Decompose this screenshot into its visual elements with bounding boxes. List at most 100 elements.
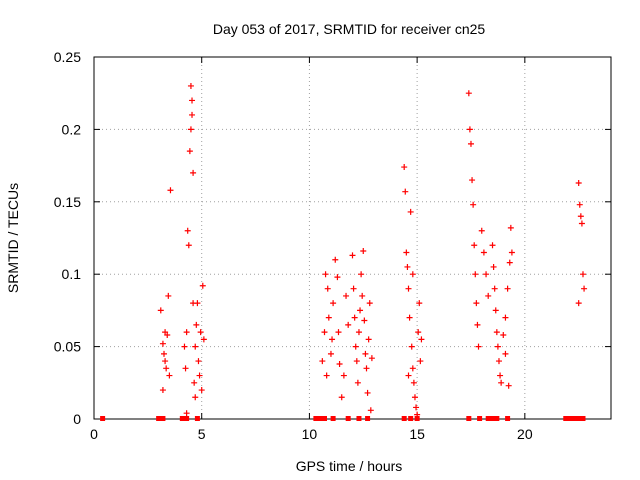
data-point bbox=[404, 263, 411, 270]
data-point bbox=[405, 372, 412, 379]
data-point bbox=[465, 90, 472, 97]
data-points bbox=[100, 82, 588, 421]
data-point bbox=[193, 321, 200, 328]
data-point bbox=[187, 82, 194, 89]
data-point bbox=[494, 343, 501, 350]
data-point bbox=[192, 394, 199, 401]
data-point bbox=[325, 314, 332, 321]
data-point bbox=[471, 242, 478, 249]
zero-value-point bbox=[580, 416, 586, 421]
data-point bbox=[489, 242, 496, 249]
data-point bbox=[500, 332, 507, 339]
data-point bbox=[469, 177, 476, 184]
zero-value-point bbox=[345, 416, 351, 421]
data-point bbox=[581, 285, 588, 292]
data-point bbox=[183, 329, 190, 336]
data-point bbox=[416, 300, 423, 307]
data-point bbox=[323, 372, 330, 379]
data-point bbox=[472, 271, 479, 278]
y-tick-label: 0.1 bbox=[62, 266, 82, 282]
data-point bbox=[350, 285, 357, 292]
data-point bbox=[411, 394, 418, 401]
data-point bbox=[478, 227, 485, 234]
chart-title: Day 053 of 2017, SRMTID for receiver cn2… bbox=[213, 21, 486, 37]
data-point bbox=[505, 382, 512, 389]
data-point bbox=[322, 271, 329, 278]
data-point bbox=[161, 350, 168, 357]
data-point bbox=[359, 292, 366, 299]
grid bbox=[94, 57, 611, 419]
data-point bbox=[330, 300, 337, 307]
data-point bbox=[492, 307, 499, 314]
data-point bbox=[191, 379, 198, 386]
data-point bbox=[365, 336, 372, 343]
data-point bbox=[575, 179, 582, 186]
data-point bbox=[402, 188, 409, 195]
zero-value-point bbox=[494, 416, 500, 421]
data-point bbox=[185, 242, 192, 249]
data-point bbox=[417, 358, 424, 365]
data-point bbox=[329, 336, 336, 343]
y-tick-label: 0.15 bbox=[54, 194, 81, 210]
data-point bbox=[163, 365, 170, 372]
data-point bbox=[507, 224, 514, 231]
data-point bbox=[184, 227, 191, 234]
data-point bbox=[366, 300, 373, 307]
data-point bbox=[405, 285, 412, 292]
data-point bbox=[506, 259, 513, 266]
data-point bbox=[157, 307, 164, 314]
x-tick-label: 20 bbox=[517, 426, 533, 442]
data-point bbox=[162, 329, 169, 336]
data-point bbox=[354, 379, 361, 386]
data-point bbox=[410, 379, 417, 386]
data-point bbox=[351, 314, 358, 321]
zero-value-point bbox=[100, 416, 106, 421]
zero-value-point bbox=[490, 416, 496, 421]
zero-value-point bbox=[160, 416, 166, 421]
data-point bbox=[413, 404, 420, 411]
data-point bbox=[475, 343, 482, 350]
data-point bbox=[198, 387, 205, 394]
data-point bbox=[358, 271, 365, 278]
data-point bbox=[166, 372, 173, 379]
zero-value-point bbox=[184, 416, 190, 421]
y-tick-label: 0.05 bbox=[54, 339, 81, 355]
data-point bbox=[467, 140, 474, 147]
data-point bbox=[165, 292, 172, 299]
data-point bbox=[338, 394, 345, 401]
data-point bbox=[406, 314, 413, 321]
data-point bbox=[502, 314, 509, 321]
zero-value-point bbox=[414, 416, 420, 421]
data-point bbox=[401, 164, 408, 171]
y-tick-label: 0 bbox=[73, 411, 81, 427]
plot-frame bbox=[93, 56, 612, 420]
data-point bbox=[194, 300, 201, 307]
data-point bbox=[327, 350, 334, 357]
zero-value-point bbox=[576, 416, 582, 421]
data-point bbox=[343, 292, 350, 299]
data-point bbox=[324, 285, 331, 292]
data-point bbox=[181, 343, 188, 350]
zero-value-point bbox=[408, 416, 414, 421]
data-point bbox=[335, 329, 342, 336]
data-point bbox=[197, 329, 204, 336]
data-point bbox=[498, 379, 505, 386]
data-point bbox=[195, 358, 202, 365]
data-point bbox=[409, 271, 416, 278]
data-point bbox=[334, 274, 341, 281]
zero-value-point bbox=[330, 416, 336, 421]
data-point bbox=[368, 355, 375, 362]
data-point bbox=[189, 97, 196, 104]
data-point bbox=[575, 300, 582, 307]
data-point bbox=[357, 307, 364, 314]
data-point bbox=[408, 343, 415, 350]
data-point bbox=[579, 271, 586, 278]
data-point bbox=[364, 389, 371, 396]
data-point bbox=[159, 387, 166, 394]
data-point bbox=[336, 360, 343, 367]
data-point bbox=[502, 350, 509, 357]
data-point bbox=[470, 201, 477, 208]
data-point bbox=[183, 410, 190, 417]
data-point bbox=[345, 321, 352, 328]
